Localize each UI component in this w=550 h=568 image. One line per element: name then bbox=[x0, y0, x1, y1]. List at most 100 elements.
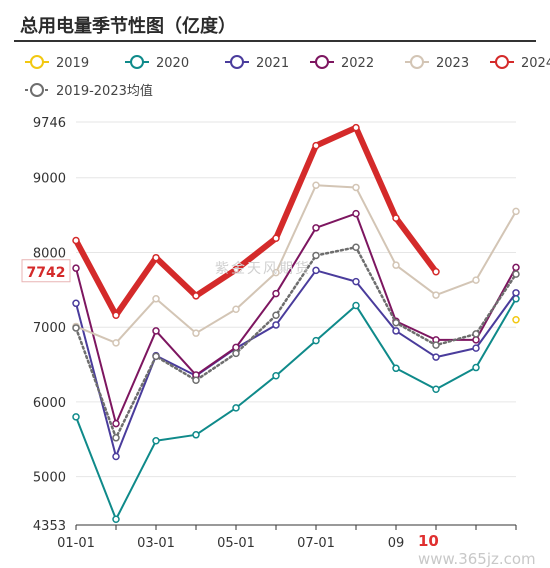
data-point bbox=[152, 295, 160, 303]
data-point bbox=[312, 224, 320, 232]
legend-label: 2020 bbox=[156, 56, 189, 71]
data-point bbox=[512, 289, 520, 297]
data-point bbox=[112, 452, 120, 461]
series-line bbox=[74, 245, 518, 440]
y-tick-label: 8000 bbox=[33, 246, 66, 261]
data-point bbox=[72, 413, 80, 421]
series-line bbox=[75, 212, 517, 425]
data-point bbox=[232, 265, 240, 274]
y-tick-label: 6000 bbox=[33, 396, 66, 411]
data-point bbox=[432, 341, 440, 349]
legend-label: 2019-2023均值 bbox=[56, 83, 153, 99]
data-point bbox=[112, 419, 120, 428]
data-point bbox=[392, 327, 400, 335]
legend-swatch-marker bbox=[130, 55, 144, 69]
site-watermark-url: www.365jz.com bbox=[418, 550, 536, 568]
data-point bbox=[112, 339, 120, 347]
data-point bbox=[192, 329, 200, 337]
data-point bbox=[152, 253, 160, 262]
data-point bbox=[352, 301, 360, 310]
data-point bbox=[192, 292, 200, 300]
data-point bbox=[312, 266, 320, 275]
series-line bbox=[73, 124, 439, 319]
legend-label: 2021 bbox=[256, 56, 289, 71]
x-tick-label: 01-01 bbox=[57, 536, 95, 551]
data-point bbox=[512, 270, 520, 278]
line-chart: 4353 5000 6000 7000 8000 9000 9746 01-01 03-01 05… bbox=[21, 55, 550, 551]
chart-title: 总用电量季节性图（亿度） bbox=[20, 16, 236, 37]
data-point bbox=[152, 352, 160, 361]
highlight-label: 7742 bbox=[27, 265, 66, 281]
y-tick-label: 4353 bbox=[33, 519, 66, 534]
x-tick-label: 07-01 bbox=[297, 536, 335, 551]
data-point bbox=[72, 264, 80, 272]
data-point bbox=[432, 291, 440, 299]
data-point bbox=[312, 336, 320, 345]
data-point bbox=[232, 305, 240, 314]
data-point bbox=[352, 183, 360, 192]
data-point bbox=[272, 234, 280, 243]
data-point bbox=[392, 364, 400, 373]
watermark: 紫金天风期货 bbox=[215, 261, 311, 277]
legend-swatch-marker bbox=[30, 55, 44, 69]
data-point bbox=[272, 311, 280, 319]
data-point bbox=[432, 385, 440, 393]
data-point bbox=[472, 336, 480, 344]
data-point bbox=[472, 344, 480, 352]
data-point bbox=[512, 263, 520, 272]
data-point bbox=[352, 277, 360, 286]
data-point bbox=[192, 431, 200, 439]
data-point bbox=[432, 268, 440, 276]
data-point bbox=[472, 363, 480, 372]
data-point bbox=[392, 318, 400, 327]
data-point bbox=[232, 343, 240, 352]
data-point bbox=[352, 243, 360, 251]
y-tick-label: 7000 bbox=[33, 321, 66, 336]
y-tick-label: 9000 bbox=[33, 172, 66, 187]
data-point bbox=[512, 315, 520, 324]
data-point bbox=[312, 251, 320, 260]
series-line bbox=[75, 184, 517, 344]
data-point bbox=[192, 376, 200, 385]
legend-label: 2019 bbox=[56, 56, 89, 71]
data-point bbox=[232, 404, 240, 412]
data-point bbox=[392, 261, 400, 269]
highlight-label-box bbox=[21, 259, 71, 283]
data-point bbox=[152, 437, 160, 445]
data-point bbox=[272, 321, 280, 329]
legend-label: 2024 bbox=[521, 56, 550, 71]
series-line bbox=[75, 297, 517, 521]
data-point bbox=[72, 324, 80, 332]
data-point bbox=[152, 327, 160, 335]
x-tick-label: 05-01 bbox=[217, 536, 255, 551]
legend-label: 2022 bbox=[341, 56, 374, 71]
data-point bbox=[312, 181, 320, 189]
legend-swatch-marker bbox=[495, 55, 509, 69]
y-tick-label: 5000 bbox=[33, 471, 66, 486]
legend-swatch-marker bbox=[410, 55, 424, 69]
legend-label: 2023 bbox=[436, 56, 469, 71]
data-point bbox=[112, 515, 120, 523]
data-point bbox=[352, 123, 360, 132]
data-point bbox=[72, 236, 80, 245]
y-tick-label: 9746 bbox=[33, 116, 66, 131]
site-watermark: 10 www.365jz.com bbox=[418, 532, 550, 568]
data-point bbox=[112, 434, 120, 442]
data-point bbox=[472, 276, 480, 284]
legend-swatch-marker bbox=[315, 55, 329, 69]
data-point bbox=[232, 349, 240, 358]
data-point bbox=[512, 207, 520, 216]
site-watermark-prefix: 10 bbox=[418, 532, 439, 550]
x-tick-label: 03-01 bbox=[137, 536, 175, 551]
x-tick-label: 09 bbox=[388, 536, 405, 551]
data-point bbox=[112, 311, 120, 319]
legend-swatch-marker bbox=[30, 83, 44, 97]
legend-swatch-marker bbox=[230, 55, 244, 69]
title-underline bbox=[14, 40, 536, 42]
data-point bbox=[272, 372, 280, 380]
data-point bbox=[272, 268, 280, 277]
data-point bbox=[432, 353, 440, 361]
data-point bbox=[392, 214, 400, 222]
data-point bbox=[312, 141, 320, 150]
data-point bbox=[272, 289, 280, 298]
